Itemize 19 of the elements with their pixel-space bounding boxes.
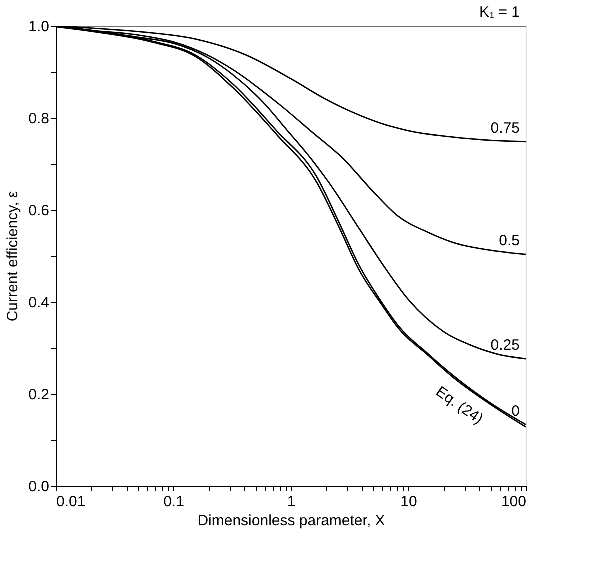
x-tick-label: 0.01 bbox=[56, 494, 86, 510]
series-label: K₁ = 1 bbox=[479, 4, 520, 21]
text: Eq. (24) bbox=[432, 383, 486, 428]
y-tick-label: 0.6 bbox=[28, 202, 50, 220]
series-label: 0.75 bbox=[490, 120, 520, 137]
x-tick-label: 1 bbox=[287, 494, 296, 510]
y-tick-label: 0.2 bbox=[28, 386, 50, 404]
x-tick-label: 0.1 bbox=[164, 494, 184, 510]
series-label: 0.5 bbox=[499, 232, 520, 250]
x-tick-label: 10 bbox=[400, 494, 418, 510]
y-axis-title: Current efficiency, ε bbox=[4, 191, 22, 322]
y-tick-label: 1.0 bbox=[28, 18, 50, 36]
y-tick-label: 0.4 bbox=[28, 294, 50, 312]
y-tick-label: 0.8 bbox=[28, 110, 50, 128]
x-axis-title: Dimensionless parameter, X bbox=[198, 512, 386, 530]
y-tick-label: 0.0 bbox=[28, 478, 50, 496]
series-label: 0.25 bbox=[490, 337, 520, 354]
x-tick-label: 100 bbox=[501, 494, 526, 510]
series-label: 0 bbox=[512, 402, 520, 420]
